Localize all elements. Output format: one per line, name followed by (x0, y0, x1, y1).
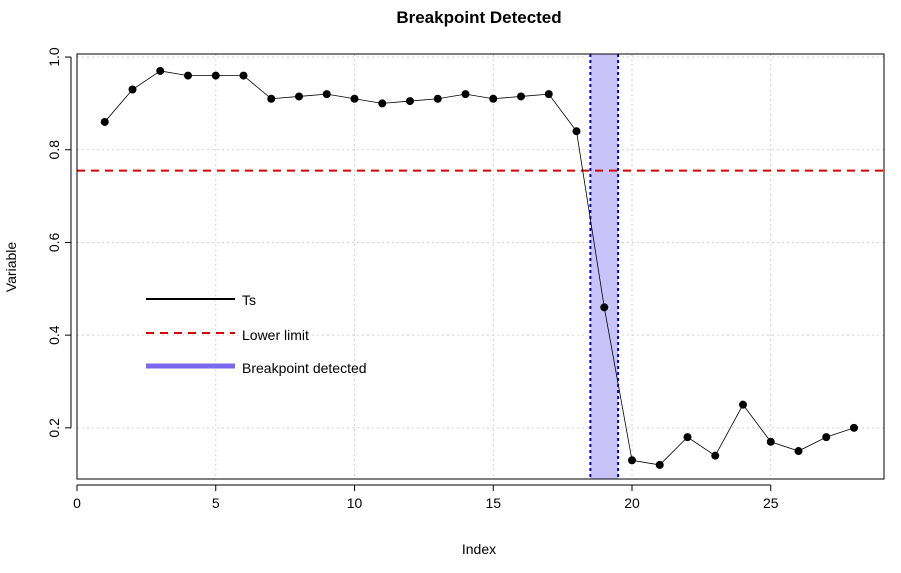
chart-title: Breakpoint Detected (396, 8, 561, 27)
series-layer (100, 66, 858, 469)
y-tick-label: 0.6 (46, 233, 62, 253)
data-point (184, 71, 192, 80)
data-point (794, 447, 803, 456)
data-point (572, 127, 581, 136)
y-axis-label: Variable (3, 242, 19, 293)
x-tick-label: 15 (485, 495, 501, 511)
data-point (517, 92, 525, 101)
x-tick-label: 5 (212, 495, 220, 511)
data-point (433, 94, 442, 103)
y-tick-label: 0.4 (46, 325, 62, 345)
data-point (544, 90, 553, 99)
x-tick-label: 10 (347, 495, 363, 511)
data-point (406, 97, 414, 106)
legend-label-lower-limit: Lower limit (242, 327, 309, 343)
legend-label-ts: Ts (242, 292, 256, 308)
data-point (683, 433, 692, 442)
data-point (850, 423, 858, 432)
data-point (628, 456, 636, 465)
y-tick-label: 1.0 (46, 47, 62, 67)
plot-frame (76, 53, 885, 480)
series-line-ts (104, 70, 855, 466)
data-point (100, 117, 109, 126)
x-tick-label: 25 (763, 495, 779, 511)
axes: 0 5 10 15 20 25 0.2 0.4 0.6 0.8 1.0 (46, 47, 779, 511)
data-point (378, 99, 387, 108)
y-tick-label: 0.8 (46, 140, 62, 160)
data-point (350, 94, 359, 103)
legend-label-breakpoint: Breakpoint detected (242, 360, 367, 376)
data-point (711, 451, 720, 460)
data-point (461, 90, 470, 99)
data-point (766, 437, 775, 446)
data-point (211, 71, 220, 80)
data-point (489, 94, 498, 103)
data-point (128, 85, 137, 94)
data-point (239, 71, 248, 80)
data-point (739, 400, 747, 409)
breakpoint-layer (589, 54, 620, 479)
breakpoint-band (590, 54, 619, 479)
data-point (295, 92, 303, 101)
data-point (600, 303, 609, 312)
x-tick-label: 0 (73, 495, 81, 511)
data-point (267, 94, 276, 103)
data-point (822, 433, 831, 442)
data-point (655, 460, 664, 469)
data-point (156, 66, 165, 75)
data-point (322, 90, 331, 99)
legend: Ts Lower limit Breakpoint detected (146, 292, 367, 376)
x-tick-label: 20 (624, 495, 640, 511)
x-axis-label: Index (462, 541, 496, 557)
y-tick-label: 0.2 (46, 418, 62, 438)
